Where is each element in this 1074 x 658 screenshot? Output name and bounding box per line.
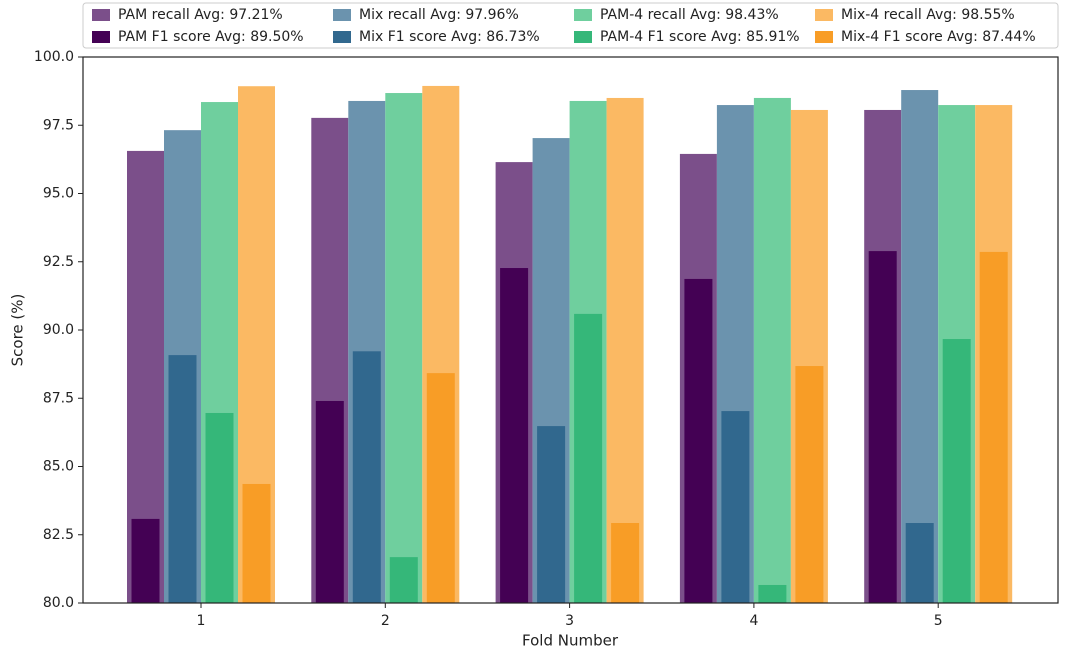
x-tick-label: 5 [934,613,943,629]
legend-box [82,2,1059,49]
bar [426,373,455,603]
legend-label: Mix F1 score Avg: 86.73% [359,29,540,45]
legend-swatch [333,31,351,43]
bar [868,251,897,603]
y-tick-label: 87.5 [43,390,74,406]
bar [205,412,234,603]
bar [389,557,418,603]
legend-label: PAM-4 recall Avg: 98.43% [600,7,779,23]
y-tick-label: 95.0 [43,186,74,202]
x-tick-label: 2 [381,613,390,629]
y-tick-label: 80.0 [43,595,74,611]
bar [753,97,791,603]
legend-swatch [333,9,351,21]
legend-swatch [574,9,592,21]
legend-swatch [815,31,833,43]
legend-swatch [574,31,592,43]
bar [758,584,787,603]
y-axis-label: Score (%) [9,294,27,367]
bar [242,483,271,603]
legend-swatch [815,9,833,21]
bar [500,268,529,603]
legend-label: Mix-4 recall Avg: 98.55% [841,7,1015,23]
legend-swatch [92,31,110,43]
bar [168,355,197,603]
y-tick-label: 100.0 [34,49,74,65]
y-tick-label: 92.5 [43,254,74,270]
legend-label: Mix-4 F1 score Avg: 87.44% [841,29,1036,45]
legend-label: PAM recall Avg: 97.21% [118,7,283,23]
legend-label: Mix recall Avg: 97.96% [359,7,519,23]
y-tick-label: 82.5 [43,527,74,543]
bar [352,351,381,603]
x-tick-label: 4 [749,613,758,629]
bar [721,411,750,603]
bar [901,90,939,603]
x-axis-label: Fold Number [522,632,619,650]
bar [795,366,824,603]
bar [606,97,644,603]
bar [537,426,566,603]
bar [905,523,934,603]
x-tick-label: 1 [197,613,206,629]
bar [942,339,971,603]
bar [385,93,423,603]
bar [611,523,640,603]
legend-label: PAM F1 score Avg: 89.50% [118,29,304,45]
legend-label: PAM-4 F1 score Avg: 85.91% [600,29,800,45]
x-tick-label: 3 [565,613,574,629]
bar [684,278,713,603]
bar [315,400,344,603]
bar [979,251,1008,603]
y-tick-label: 90.0 [43,322,74,338]
legend-swatch [92,9,110,21]
bar [574,313,603,603]
y-tick-label: 85.0 [43,459,74,475]
bar [131,518,160,603]
y-tick-label: 97.5 [43,117,74,133]
